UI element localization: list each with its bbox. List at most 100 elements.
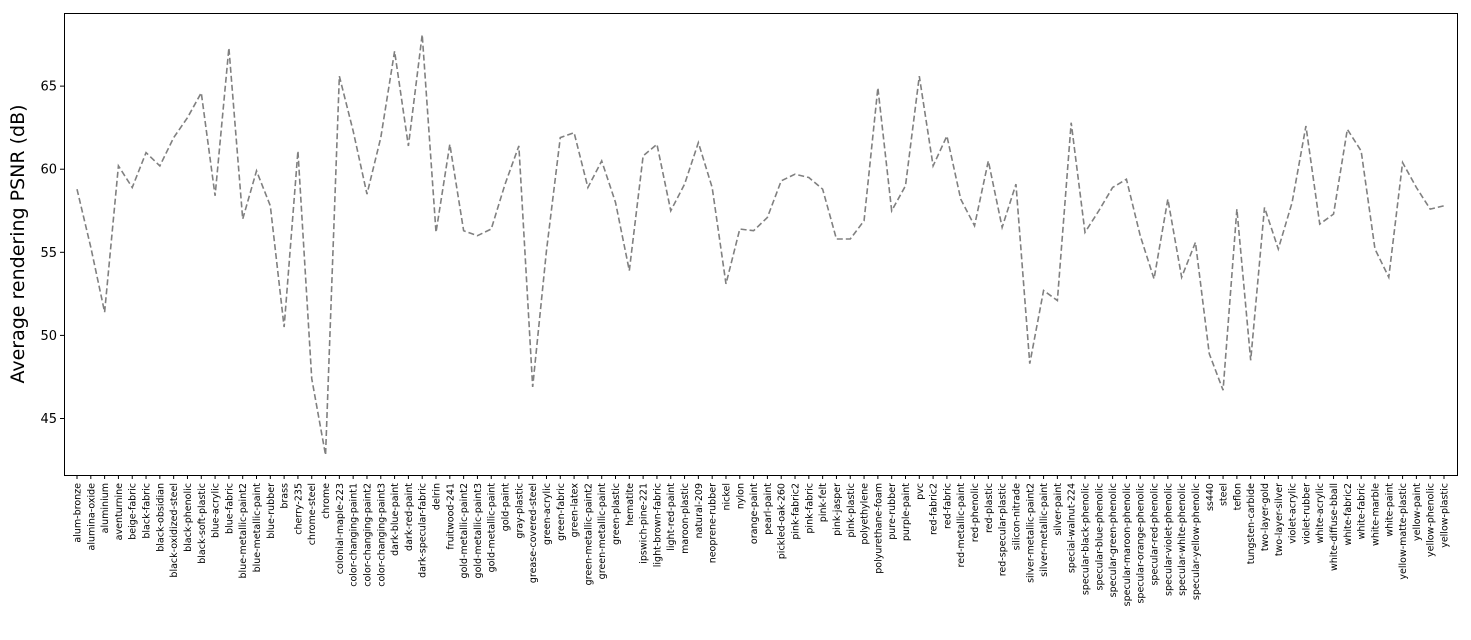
x-tick-label: color-changing-paint2: [362, 483, 373, 587]
x-tick-label: pure-rubber: [887, 483, 898, 540]
x-tick-label: red-fabric: [942, 483, 953, 529]
x-tick-label: violet-acrylic: [1288, 483, 1299, 544]
x-tick-label: hematite: [625, 483, 636, 526]
x-tick-label: special-walnut-224: [1067, 483, 1078, 573]
x-tick-label: white-paint: [1384, 483, 1395, 537]
x-tick-label: yellow-phenolic: [1426, 483, 1437, 557]
x-tick-label: white-marble: [1370, 483, 1381, 546]
x-tick-label: white-acrylic: [1315, 483, 1326, 544]
x-tick-label: pink-plastic: [846, 483, 857, 538]
x-tick-label: specular-violet-phenolic: [1163, 483, 1174, 596]
x-tick-label: violet-rubber: [1301, 483, 1312, 545]
x-tick-label: specular-green-phenolic: [1108, 483, 1119, 597]
y-tick-label: 65: [40, 80, 57, 95]
x-tick-label: pink-jasper: [832, 483, 843, 536]
x-tick-label: green-metallic-paint2: [583, 483, 594, 585]
x-tick-label: red-plastic: [984, 483, 995, 533]
y-axis-label: Average rendering PSNR (dB): [7, 104, 29, 383]
x-tick-label: pink-fabric: [804, 483, 815, 534]
x-tick-label: red-phenolic: [970, 483, 981, 542]
x-tick-label: orange-paint: [749, 483, 760, 544]
x-tick-label: alum-bronze: [73, 483, 84, 543]
x-tick-label: polyethylene: [860, 483, 871, 545]
x-tick-label: red-metallic-paint: [956, 483, 967, 568]
x-tick-label: green-metallic-paint: [597, 483, 608, 580]
x-tick-label: dark-blue-paint: [390, 483, 401, 556]
x-tick-label: nylon: [735, 483, 746, 509]
x-tick-label: brass: [280, 483, 291, 509]
x-tick-label: gold-paint: [501, 483, 512, 531]
x-tick-label: blue-fabric: [224, 483, 235, 534]
x-tick-label: grease-covered-steel: [528, 483, 539, 583]
x-tick-label: white-fabric: [1357, 483, 1368, 539]
x-tick-label: yellow-plastic: [1440, 483, 1451, 548]
x-tick-label: gold-metallic-paint2: [459, 483, 470, 578]
x-tick-label: chrome: [321, 483, 332, 519]
series-line: [76, 34, 1445, 456]
x-tick-label: specular-white-phenolic: [1177, 483, 1188, 596]
x-tick-label: yellow-matte-plastic: [1398, 483, 1409, 580]
x-tick-label: pearl-paint: [763, 483, 774, 535]
x-tick-label: white-fabric2: [1343, 483, 1354, 545]
x-axis-ticks: alum-bronze alumina-oxide aluminium aventur…: [73, 475, 1451, 606]
x-tick-label: black-oxidized-steel: [169, 483, 180, 578]
x-tick-label: yellow-paint: [1412, 483, 1423, 541]
x-tick-label: polyurethane-foam: [873, 483, 884, 574]
x-tick-label: blue-metallic-paint: [252, 483, 263, 573]
x-tick-label: tungsten-carbide: [1246, 483, 1257, 564]
x-tick-label: pickled-oak-260: [777, 483, 788, 559]
x-tick-label: color-changing-paint3: [376, 483, 387, 587]
x-tick-label: silicon-nitrade: [1011, 483, 1022, 550]
x-tick-label: steel: [1219, 483, 1230, 506]
x-tick-label: light-red-paint: [666, 483, 677, 551]
x-tick-label: silver-paint: [1053, 483, 1064, 536]
x-tick-label: colonial-maple-223: [335, 483, 346, 574]
x-tick-label: silver-metallic-paint2: [1025, 483, 1036, 583]
x-tick-label: green-acrylic: [542, 483, 553, 545]
x-tick-label: specular-yellow-phenolic: [1191, 483, 1202, 600]
x-tick-label: natural-209: [694, 483, 705, 539]
y-axis-ticks: 45 50 55 60 65: [40, 80, 64, 427]
plot-frame: [64, 13, 1458, 476]
x-tick-label: pvc: [915, 483, 926, 500]
x-tick-label: blue-acrylic: [211, 483, 222, 538]
y-tick-label: 50: [40, 329, 57, 344]
x-tick-label: fruitwood-241: [445, 483, 456, 550]
y-tick-label: 45: [40, 412, 57, 427]
x-tick-label: black-fabric: [142, 483, 153, 539]
x-tick-label: gold-metallic-paint3: [473, 483, 484, 578]
x-tick-label: gold-metallic-paint: [487, 483, 498, 573]
x-tick-label: black-phenolic: [183, 483, 194, 552]
x-tick-label: green-latex: [570, 483, 581, 538]
x-tick-label: blue-metallic-paint2: [238, 483, 249, 578]
x-tick-label: chrome-steel: [307, 483, 318, 545]
x-tick-label: aventurnine: [114, 483, 125, 540]
x-tick-label: specular-blue-phenolic: [1094, 483, 1105, 590]
y-tick-label: 55: [40, 246, 57, 261]
x-tick-label: specular-black-phenolic: [1080, 483, 1091, 595]
x-tick-label: cherry-235: [293, 483, 304, 535]
x-tick-label: dark-specular-fabric: [418, 483, 429, 578]
x-tick-label: green-plastic: [611, 483, 622, 545]
x-tick-label: green-fabric: [556, 483, 567, 541]
y-tick-label: 60: [40, 163, 57, 178]
x-tick-label: beige-fabric: [128, 483, 139, 540]
x-tick-label: pink-fabric2: [791, 483, 802, 540]
x-tick-label: nickel: [721, 483, 732, 511]
x-tick-label: specular-orange-phenolic: [1136, 483, 1147, 604]
x-tick-label: gray-plastic: [514, 483, 525, 539]
x-tick-label: two-layer-silver: [1274, 483, 1285, 556]
x-tick-label: dark-red-paint: [404, 483, 415, 551]
x-tick-label: maroon-plastic: [680, 483, 691, 554]
x-tick-label: delrin: [432, 483, 443, 510]
x-tick-label: silver-metallic-paint: [1039, 483, 1050, 577]
x-tick-label: specular-red-phenolic: [1150, 483, 1161, 586]
x-tick-label: neoprene-rubber: [708, 483, 719, 563]
x-tick-label: red-fabric2: [929, 483, 940, 535]
x-tick-label: teflon: [1232, 483, 1243, 510]
x-tick-label: color-changing-paint1: [349, 483, 360, 587]
x-tick-label: ipswich-pine-221: [639, 483, 650, 564]
x-tick-label: aluminium: [100, 483, 111, 533]
x-tick-label: black-obsidian: [155, 483, 166, 552]
